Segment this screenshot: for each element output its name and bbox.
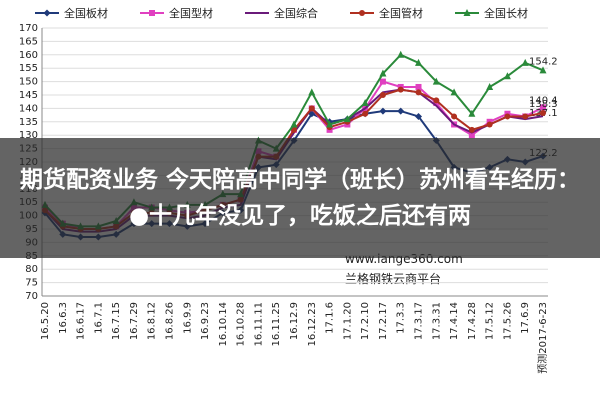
marker [397, 86, 404, 93]
x-tick-label: 16.9.9 [182, 302, 193, 334]
legend-label: 全国型材 [169, 6, 213, 20]
y-tick-label: 140 [19, 103, 38, 114]
marker [463, 9, 471, 16]
marker [397, 50, 405, 58]
x-tick-label: 17.2.10 [360, 302, 371, 340]
x-tick-label: 16.11.11 [253, 302, 264, 347]
marker [43, 9, 51, 17]
x-tick-label: 16.7.15 [111, 302, 122, 340]
marker [503, 72, 511, 80]
legend-label: 全国长材 [484, 6, 528, 20]
y-tick-label: 80 [25, 264, 38, 275]
x-tick-label: 16.9.23 [200, 302, 211, 340]
marker [504, 113, 511, 120]
legend-label: 全国板材 [64, 6, 108, 20]
marker [521, 58, 529, 66]
marker [450, 88, 458, 96]
x-tick-label: 16.8.12 [147, 302, 158, 340]
marker [432, 77, 440, 85]
source: 兰格钢铁云商平台 [345, 271, 441, 286]
x-tick-label: 17.1.20 [342, 302, 353, 340]
x-tick-label: 17.2.17 [378, 302, 389, 340]
marker [290, 120, 298, 128]
x-tick-label: 17.3.3 [396, 302, 407, 334]
marker [540, 104, 546, 111]
x-tick-label: 16.6.17 [76, 302, 87, 340]
marker [361, 99, 369, 107]
x-tick-label: 17.6.9 [520, 302, 531, 334]
x-tick-label: 16.7.1 [93, 302, 104, 334]
y-tick-label: 165 [19, 36, 38, 47]
marker [468, 132, 475, 139]
x-tick-label: 16.11.25 [271, 302, 282, 347]
marker [379, 69, 387, 77]
marker [308, 105, 315, 112]
overlay-text: 期货配资业务 今天陪高中同学（班长）苏州看车经历：●十几年没见了，吃饭之后还有两 [19, 167, 580, 229]
end-label: 140.4 [529, 95, 558, 106]
marker [415, 89, 422, 96]
marker [379, 78, 386, 85]
marker [415, 83, 422, 90]
end-label: 138.3 [529, 99, 558, 110]
x-tick-label: 17.4.14 [449, 302, 460, 340]
y-tick-label: 70 [25, 291, 38, 302]
marker [486, 82, 494, 90]
end-label: 154.2 [529, 56, 558, 67]
marker [379, 107, 387, 115]
marker [362, 110, 369, 117]
y-tick-label: 170 [19, 23, 38, 34]
marker [359, 10, 365, 16]
x-tick-label: 17.5.26 [502, 302, 513, 340]
x-tick-label: 16.6.3 [58, 302, 69, 334]
marker [326, 120, 334, 128]
y-tick-label: 155 [19, 63, 38, 74]
legend-label: 全国综合 [274, 6, 318, 20]
x-tick-label: 16.12.9 [289, 302, 300, 340]
x-tick-label: 17.4.28 [467, 302, 478, 340]
x-tick-label: 16.10.28 [236, 302, 247, 347]
y-tick-label: 160 [19, 50, 38, 61]
x-tick-label: 17.1.6 [325, 302, 336, 334]
x-tick-label: 17.3.17 [414, 302, 425, 340]
marker [540, 109, 546, 116]
marker [397, 107, 405, 115]
marker [539, 66, 547, 74]
x-tick-label: 16.12.23 [307, 302, 318, 347]
marker [415, 112, 422, 120]
x-tick-label: 16.8.26 [165, 302, 176, 340]
marker [468, 126, 475, 133]
marker [343, 115, 351, 123]
x-tick-label: 17.3.31 [431, 302, 442, 340]
marker [451, 113, 458, 120]
marker [486, 121, 493, 128]
x-tick-label: 16.10.14 [218, 302, 229, 347]
marker [468, 109, 476, 117]
y-tick-label: 135 [19, 117, 38, 128]
legend-label: 全国管材 [379, 6, 423, 20]
marker [379, 92, 386, 98]
x-tick-label: 预测2017-6-23 [536, 302, 549, 374]
x-tick-label: 16.7.29 [129, 302, 140, 340]
marker [291, 126, 297, 133]
x-tick-label: 17.5.12 [485, 302, 496, 340]
y-tick-label: 145 [19, 90, 38, 101]
marker [415, 58, 422, 66]
y-tick-label: 150 [19, 77, 38, 88]
marker [522, 113, 529, 120]
marker [433, 97, 440, 104]
x-tick-label: 16.5.20 [40, 302, 51, 340]
overlay-banner: 期货配资业务 今天陪高中同学（班长）苏州看车经历：●十几年没见了，吃饭之后还有两 [0, 138, 600, 258]
y-tick-label: 75 [25, 278, 38, 289]
marker [149, 10, 155, 16]
marker [308, 88, 316, 96]
y-tick-label: 130 [19, 130, 38, 141]
